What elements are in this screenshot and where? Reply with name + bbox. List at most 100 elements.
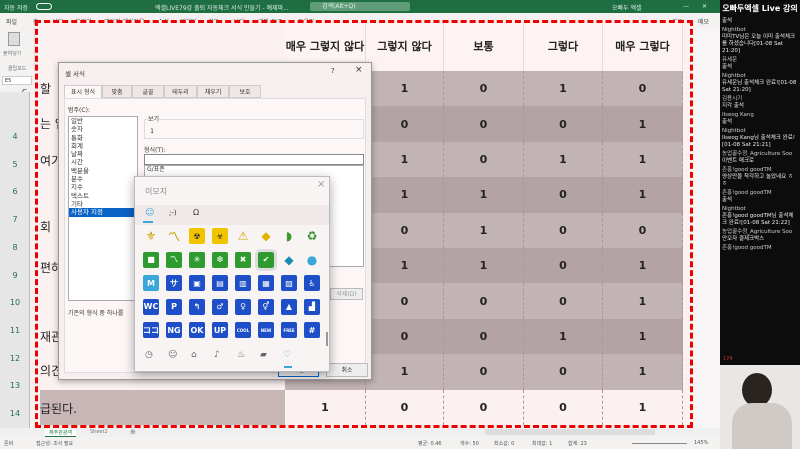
- baggage-claim-icon[interactable]: ▥: [235, 275, 251, 291]
- table-cell[interactable]: 1: [603, 248, 683, 284]
- table-cell[interactable]: 1: [524, 71, 603, 107]
- table-cell[interactable]: 0: [524, 283, 603, 319]
- trident-icon[interactable]: ◆: [261, 229, 271, 243]
- table-cell[interactable]: 0: [444, 283, 524, 319]
- baby-symbol-icon[interactable]: ▲: [281, 298, 297, 315]
- tab-protection[interactable]: 보호: [229, 85, 261, 98]
- table-cell[interactable]: 0: [524, 106, 603, 142]
- sheet-tab-2[interactable]: Sheet2: [90, 429, 108, 435]
- row-header-10[interactable]: 10: [9, 298, 21, 308]
- help-button[interactable]: ?: [331, 67, 335, 75]
- tab-fill[interactable]: 채우기: [197, 85, 229, 98]
- table-cell[interactable]: 0: [603, 71, 683, 107]
- ng-button-icon[interactable]: NG: [166, 322, 182, 338]
- close-button[interactable]: ×: [355, 65, 363, 75]
- restroom-icon[interactable]: ⚥: [258, 298, 274, 315]
- category-item[interactable]: 시간: [71, 158, 83, 167]
- smiley-icon[interactable]: ☺: [168, 350, 178, 360]
- category-item[interactable]: 회계: [71, 141, 83, 150]
- tab-font[interactable]: 글꼴: [132, 85, 164, 98]
- row-header-13[interactable]: 13: [9, 381, 21, 391]
- table-cell[interactable]: 1: [603, 141, 683, 178]
- up-button-icon[interactable]: UP: [212, 322, 228, 338]
- table-cell[interactable]: 1: [366, 354, 444, 390]
- left-luggage-icon[interactable]: ▦: [258, 275, 274, 291]
- table-cell[interactable]: 1: [524, 318, 603, 355]
- table-cell[interactable]: 0: [524, 212, 603, 248]
- table-cell[interactable]: 1: [524, 141, 603, 178]
- green-mark-icon[interactable]: 〽: [166, 251, 182, 268]
- radioactive-icon[interactable]: ☢: [189, 228, 205, 244]
- menu-file[interactable]: 파일: [6, 19, 18, 26]
- row-header-7[interactable]: 7: [12, 215, 18, 225]
- biohazard-icon[interactable]: ☣: [212, 228, 228, 244]
- table-cell[interactable]: 1: [603, 283, 683, 319]
- table-cell[interactable]: 0: [603, 212, 683, 248]
- part-alternation-mark-icon[interactable]: 〽: [167, 229, 180, 244]
- atm-icon[interactable]: ▧: [281, 275, 297, 291]
- table-cell[interactable]: 0: [444, 106, 524, 142]
- table-cell[interactable]: 1: [603, 389, 683, 425]
- water-closet-icon[interactable]: WC: [143, 298, 159, 315]
- table-cell[interactable]: 0: [444, 389, 524, 425]
- paste-icon[interactable]: [8, 32, 20, 46]
- green-square-icon[interactable]: ■: [143, 251, 159, 268]
- travel-icon[interactable]: ▰: [260, 350, 267, 360]
- emoji-tab-kaomoji[interactable]: ;-): [169, 209, 177, 217]
- table-cell[interactable]: 0: [444, 141, 524, 178]
- format-input[interactable]: [144, 154, 364, 165]
- signal-bars-icon[interactable]: ▟: [304, 298, 320, 315]
- row-header-9[interactable]: 9: [12, 270, 18, 280]
- tab-alignment[interactable]: 맞춤: [102, 85, 132, 98]
- category-item[interactable]: 숫자: [71, 125, 83, 134]
- table-cell[interactable]: 1: [366, 71, 444, 107]
- row-header-8[interactable]: 8: [12, 242, 18, 252]
- table-cell[interactable]: 0: [366, 106, 444, 142]
- table-cell[interactable]: 1: [603, 177, 683, 213]
- row-header-12[interactable]: 12: [9, 353, 21, 363]
- sheet-tab-active[interactable]: 제주관광객: [45, 429, 77, 437]
- sparkle-icon[interactable]: ❇: [212, 251, 228, 268]
- table-cell[interactable]: 0: [366, 283, 444, 319]
- koko-icon[interactable]: ココ: [143, 322, 159, 338]
- name-box[interactable]: E5: [2, 76, 32, 85]
- potable-water-icon[interactable]: ↰: [189, 298, 205, 315]
- table-cell[interactable]: 0: [444, 354, 524, 390]
- row-header-5[interactable]: 5: [12, 159, 18, 169]
- autosave-toggle[interactable]: [36, 3, 52, 10]
- passport-control-icon[interactable]: ▣: [189, 275, 205, 291]
- memo-button[interactable]: 메모: [698, 19, 710, 26]
- parking-icon[interactable]: P: [166, 298, 182, 315]
- table-cell[interactable]: 1: [366, 177, 444, 213]
- fleur-de-lis-icon[interactable]: ⚜: [145, 229, 157, 243]
- category-item[interactable]: 분수: [71, 175, 83, 184]
- row-header-4[interactable]: 4: [12, 132, 18, 141]
- table-cell[interactable]: 1: [366, 141, 444, 178]
- table-cell[interactable]: 1: [285, 389, 366, 425]
- format-list-item[interactable]: G/표준: [147, 166, 165, 173]
- table-cell[interactable]: 1: [603, 318, 683, 355]
- tab-number[interactable]: 표시 형식: [64, 85, 102, 98]
- category-item[interactable]: 날짜: [71, 150, 83, 159]
- row-header-14[interactable]: 14: [9, 409, 21, 418]
- beginner-icon[interactable]: ◗: [285, 229, 293, 243]
- cancel-button[interactable]: 취소: [326, 363, 368, 377]
- free-button-icon[interactable]: FREE: [281, 322, 297, 338]
- ok-button-icon[interactable]: OK: [189, 322, 205, 338]
- circled-m-icon[interactable]: M: [143, 275, 159, 291]
- hash-key-icon[interactable]: #: [304, 322, 320, 338]
- category-item[interactable]: 사용자 지정: [69, 208, 137, 217]
- customs-icon[interactable]: ▤: [212, 275, 228, 291]
- category-item[interactable]: 텍스트: [71, 191, 89, 200]
- table-cell[interactable]: 1: [366, 248, 444, 284]
- accessibility-status[interactable]: 접근성: 조사 필요: [36, 441, 74, 447]
- table-cell[interactable]: 0: [524, 248, 603, 284]
- category-list[interactable]: 일반 숫자 통화 회계 날짜 시간 백분율 분수 지수 텍스트 기타 사용자 지정: [68, 116, 138, 301]
- table-cell[interactable]: 0: [366, 318, 444, 355]
- table-cell[interactable]: 0: [524, 177, 603, 213]
- category-item[interactable]: 일반: [71, 117, 83, 125]
- row-header-11[interactable]: 11: [9, 325, 21, 335]
- minimize-icon[interactable]: —: [683, 3, 689, 10]
- cool-button-icon[interactable]: COOL: [235, 322, 251, 338]
- emoji-tab-symbols[interactable]: Ω: [193, 208, 200, 217]
